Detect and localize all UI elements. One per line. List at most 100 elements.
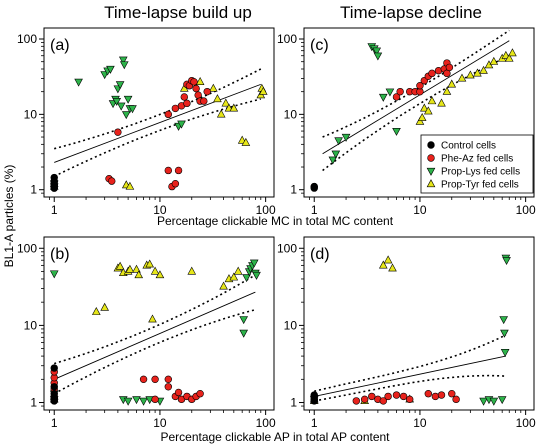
- panel-d-point-phe-az-fed-cells: [405, 395, 414, 404]
- panel-d-fit-line: [314, 355, 506, 397]
- panel-d-point-phe-az-fed-cells: [399, 392, 408, 401]
- panel-c-point-phe-az-fed-cells: [396, 87, 404, 96]
- panel-d-point-phe-az-fed-cells: [424, 390, 433, 398]
- panel-c-point-prop-tyr-fed-cells: [466, 70, 475, 79]
- panel-b-point-prop-tyr-fed-cells: [219, 281, 228, 290]
- column-title-right: Time-lapse decline: [340, 3, 482, 22]
- panel-c-series-prop-tyr-fed-cells: [415, 48, 517, 125]
- column-title-left: Time-lapse build up: [104, 3, 252, 22]
- panel-a-frame: [43, 27, 275, 198]
- panel-c-point-prop-tyr-fed-cells: [489, 56, 499, 65]
- panel-a-point-prop-tyr-fed-cells: [258, 86, 268, 95]
- panel-b-point-phe-az-fed-cells: [151, 395, 159, 404]
- panel-b-point-prop-tyr-fed-cells: [229, 272, 239, 281]
- panel-d-point-prop-tyr-fed-cells: [383, 255, 393, 264]
- panel-d-point-phe-az-fed-cells: [379, 397, 387, 405]
- panel-b-point-control-cells: [50, 364, 58, 372]
- panel-b-point-prop-tyr-fed-cells: [145, 259, 154, 268]
- panel-d-point-prop-lys-fed-cells: [479, 397, 488, 406]
- panel-a-point-control-cells: [50, 173, 58, 182]
- panel-a-point-prop-lys-fed-cells: [118, 56, 128, 65]
- panel-d-y-tick-label: 10: [284, 318, 298, 332]
- panel-a-point-prop-lys-fed-cells: [128, 105, 137, 114]
- panel-c-point-prop-lys-fed-cells: [334, 137, 343, 146]
- panel-c-series-phe-az-fed-cells: [310, 59, 454, 191]
- panel-d-point-phe-az-fed-cells: [452, 395, 460, 404]
- panel-a-series-phe-az-fed-cells: [50, 76, 211, 192]
- panel-c-point-prop-tyr-fed-cells: [427, 96, 437, 105]
- panel-c-point-prop-lys-fed-cells: [392, 127, 401, 136]
- panel-c-point-control-cells: [310, 182, 318, 191]
- panel-d-point-phe-az-fed-cells: [448, 390, 456, 398]
- legend-box: [420, 134, 534, 194]
- panel-d-label: (d): [310, 246, 330, 263]
- panel-a-point-prop-lys-fed-cells: [116, 102, 126, 111]
- panel-d-point-prop-lys-fed-cells: [500, 329, 509, 338]
- panel-c-point-phe-az-fed-cells: [428, 69, 436, 78]
- panel-c-point-prop-tyr-fed-cells: [504, 53, 514, 62]
- panel-c-point-prop-tyr-fed-cells: [508, 48, 517, 57]
- panel-b-point-prop-tyr-fed-cells: [150, 266, 160, 275]
- panel-b-point-prop-tyr-fed-cells: [233, 266, 243, 275]
- panel-a-point-phe-az-fed-cells: [164, 166, 173, 175]
- panel-c-series-control-cells: [310, 182, 318, 192]
- panel-d-y-tick-label: 1: [290, 396, 297, 410]
- legend: Control cells Phe-Az fed cells Prop-Lys fe…: [420, 134, 534, 194]
- panel-c-y-tick-label: 10: [284, 107, 298, 121]
- panel-d-point-phe-az-fed-cells: [352, 397, 361, 405]
- panel-d-point-prop-lys-fed-cells: [502, 257, 511, 266]
- panel-b-point-control-cells: [50, 383, 58, 391]
- panel-a-point-prop-lys-fed-cells: [123, 95, 133, 104]
- panel-c-point-prop-lys-fed-cells: [372, 47, 382, 56]
- panel-c: (c) 1 10 100 1 10 100: [277, 27, 536, 217]
- panel-d-point-prop-tyr-fed-cells: [388, 263, 397, 272]
- panel-c-point-prop-tyr-fed-cells: [473, 68, 482, 77]
- panel-d-point-prop-lys-fed-cells: [497, 396, 507, 405]
- panel-c-point-prop-lys-fed-cells: [331, 150, 341, 159]
- panel-a-point-prop-tyr-fed-cells: [241, 137, 251, 146]
- panel-b-series-control-cells: [50, 364, 58, 405]
- panel-d-x-tick-label: 100: [516, 416, 536, 430]
- panel-a-point-prop-tyr-fed-cells: [216, 109, 226, 118]
- panel-d-series-control-cells: [310, 391, 318, 405]
- panel-b-point-prop-lys-fed-cells: [252, 271, 261, 280]
- panel-a-point-phe-az-fed-cells: [200, 97, 208, 105]
- panel-b-point-prop-lys-fed-cells: [49, 270, 59, 279]
- legend-marker-phe-az-fed-cells: [427, 154, 435, 162]
- panel-a-x-tick-label: 1: [51, 203, 58, 217]
- panel-a-point-prop-tyr-fed-cells: [229, 103, 239, 112]
- panel-b-ci-upper: [53, 274, 256, 365]
- legend-label-prop-lys-fed-cells: Prop-Lys fed cells: [441, 167, 520, 178]
- panel-b-point-prop-tyr-fed-cells: [155, 270, 165, 279]
- panel-d-series-prop-tyr-fed-cells: [309, 255, 414, 404]
- panel-d-x-tick-label: 10: [413, 416, 427, 430]
- panel-b-y-tick-label: 1: [30, 396, 37, 410]
- panel-b-point-prop-tyr-fed-cells: [148, 314, 157, 323]
- panel-a-point-phe-az-fed-cells: [171, 180, 180, 188]
- panel-b-fit-line: [54, 291, 256, 380]
- panel-b-point-control-cells: [50, 390, 58, 398]
- panel-b-point-prop-tyr-fed-cells: [134, 270, 144, 279]
- panel-b-x-tick-label: 10: [153, 416, 167, 430]
- legend-marker-prop-lys-fed-cells: [426, 167, 436, 176]
- panel-d-point-prop-tyr-fed-cells: [378, 260, 388, 269]
- panel-c-y-tick-label: 100: [277, 32, 297, 46]
- panel-b-point-phe-az-fed-cells: [196, 390, 204, 398]
- legend-label-phe-az-fed-cells: Phe-Az fed cells: [441, 154, 513, 165]
- panel-a-point-prop-tyr-fed-cells: [125, 181, 135, 190]
- panel-a-ci-lower: [53, 98, 261, 178]
- panel-a-ci-upper: [53, 68, 262, 150]
- panel-c-point-prop-tyr-fed-cells: [417, 112, 427, 121]
- panel-c-point-prop-tyr-fed-cells: [447, 79, 457, 88]
- panel-a-point-prop-lys-fed-cells: [115, 81, 125, 90]
- legend-marker-control-cells: [427, 141, 435, 149]
- panels: (a) 1 10 100 1 10 100 (c) 1 10 100 1 10 100 (b) 1 10 100 1…: [17, 27, 536, 430]
- panel-c-point-prop-lys-fed-cells: [373, 52, 383, 61]
- panel-c-x-tick-label: 1: [311, 203, 318, 217]
- panel-d-point-prop-lys-fed-cells: [500, 349, 510, 357]
- panel-c-series-prop-lys-fed-cells: [328, 43, 401, 165]
- panel-d-point-phe-az-fed-cells: [437, 391, 446, 399]
- panel-a-point-phe-az-fed-cells: [164, 110, 173, 119]
- x-axis-label-top: Percentage clickable MC in total MC cont…: [157, 214, 394, 228]
